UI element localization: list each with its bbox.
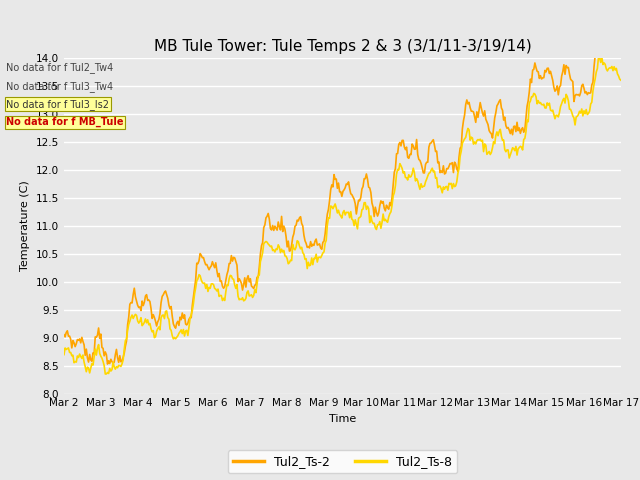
Text: No data for f Tul3_Is2: No data for f Tul3_Is2 [6,99,109,110]
Line: Tul2_Ts-8: Tul2_Ts-8 [64,57,621,374]
Tul2_Ts-8 [606,65,614,71]
Tul2_Ts-8 [329,206,337,212]
Tul2_Ts-8 [617,77,625,83]
Tul2_Ts-2 [606,35,614,40]
Line: Tul2_Ts-2: Tul2_Ts-2 [64,23,621,364]
X-axis label: Time: Time [329,414,356,424]
Y-axis label: Temperature (C): Temperature (C) [20,180,30,271]
Tul2_Ts-8 [393,171,401,177]
Tul2_Ts-2 [60,332,68,337]
Tul2_Ts-2 [362,171,370,177]
Tul2_Ts-2 [393,151,401,156]
Text: No data for f Tul2_Tw4: No data for f Tul2_Tw4 [6,62,114,73]
Tul2_Ts-2 [518,127,525,132]
Tul2_Ts-8 [60,352,68,358]
Tul2_Ts-2 [597,20,605,26]
Tul2_Ts-8 [598,54,605,60]
Title: MB Tule Tower: Tule Temps 2 & 3 (3/1/11-3/19/14): MB Tule Tower: Tule Temps 2 & 3 (3/1/11-… [154,39,531,54]
Tul2_Ts-2 [329,184,337,190]
Tul2_Ts-8 [362,206,370,212]
Text: No data for f MB_Tule: No data for f MB_Tule [6,117,124,127]
Tul2_Ts-8 [102,371,109,377]
Tul2_Ts-8 [326,216,333,221]
Legend: Tul2_Ts-2, Tul2_Ts-8: Tul2_Ts-2, Tul2_Ts-8 [228,450,457,473]
Text: No data for f Tul3_Tw4: No data for f Tul3_Tw4 [6,81,113,92]
Tul2_Ts-2 [617,44,625,50]
Tul2_Ts-2 [104,361,111,367]
Tul2_Ts-2 [326,198,333,204]
Tul2_Ts-8 [518,144,525,150]
